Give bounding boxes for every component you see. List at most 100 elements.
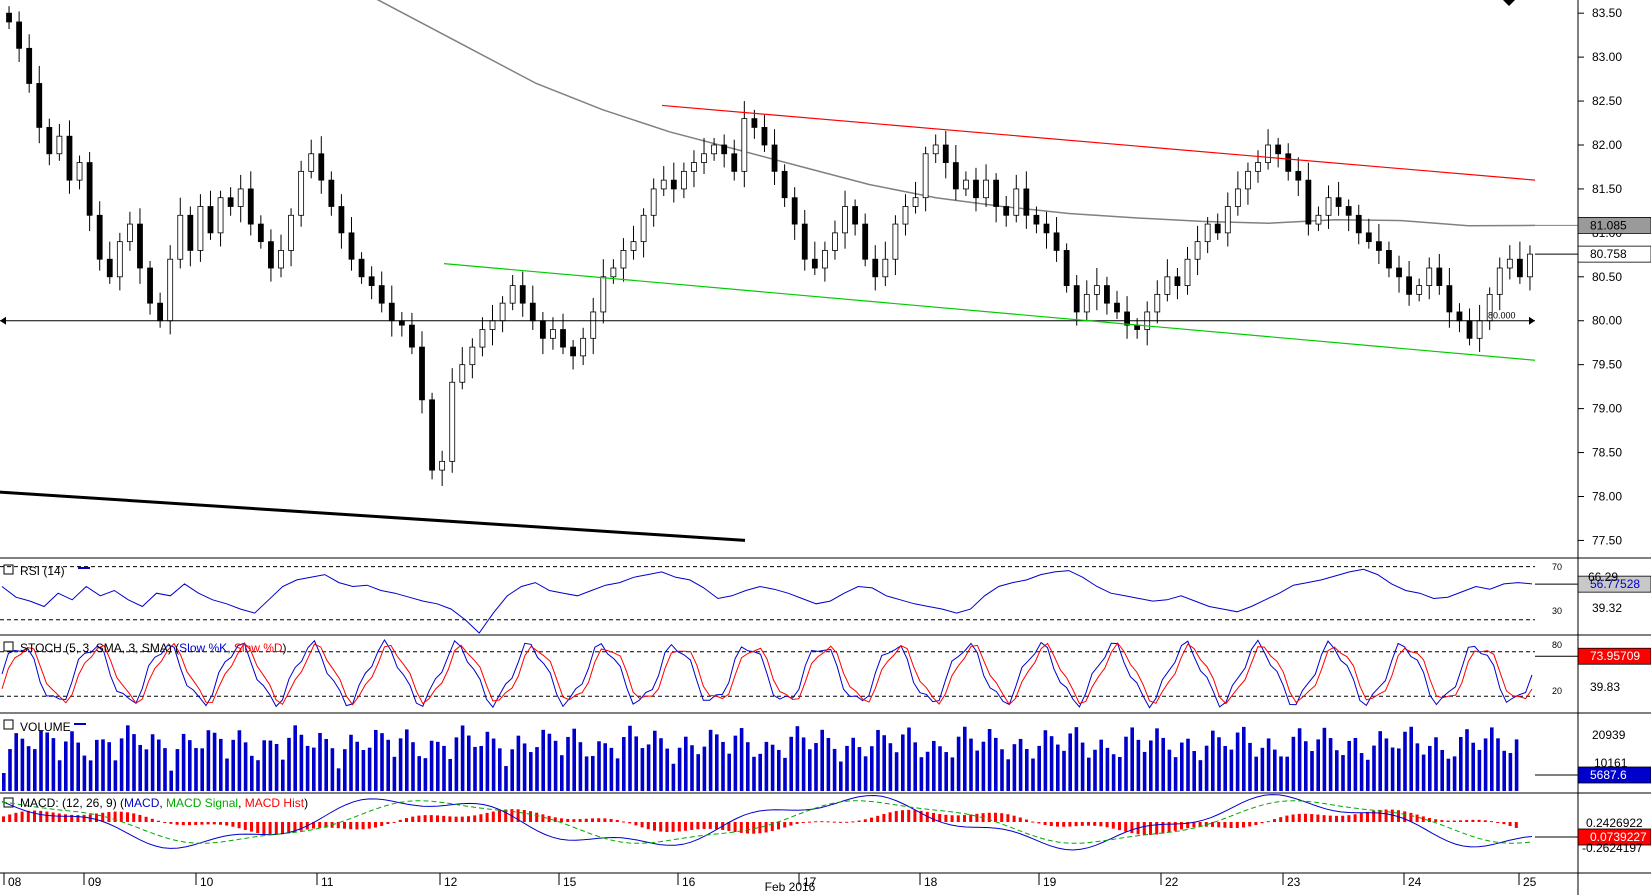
candle [1446, 285, 1453, 313]
candle [731, 153, 738, 172]
macd-hist-bar [1291, 814, 1295, 822]
candle [26, 47, 33, 84]
macd-hist-bar [845, 821, 849, 823]
macd-hist-bar [1242, 822, 1245, 828]
volume-bar [1459, 737, 1463, 791]
candle [358, 258, 365, 278]
macd-hist-bar [603, 818, 607, 822]
macd-hist-bar [1502, 822, 1506, 825]
volume-bar [746, 742, 750, 791]
macd-hist-bar [70, 814, 74, 822]
candle [993, 179, 1000, 207]
candle [1053, 232, 1060, 251]
volume-bar [783, 757, 787, 791]
macd-hist-bar [820, 821, 824, 823]
macd-hist-bar [801, 822, 805, 823]
macd-hist-bar [1490, 821, 1493, 823]
macd-hist-bar [932, 812, 935, 822]
macd-hist-bar [1335, 815, 1338, 822]
candle [308, 153, 315, 172]
candle [1114, 302, 1120, 313]
volume-bar [1012, 744, 1017, 791]
macd-hist-bar [101, 812, 105, 822]
macd-hist-bar [1341, 815, 1345, 822]
macd-hist-bar [1359, 813, 1363, 822]
macd-hist-bar [1390, 809, 1394, 822]
macd-hist-bar [1440, 820, 1444, 822]
macd-hist-bar [1223, 822, 1227, 828]
macd-hist-bar [547, 815, 551, 822]
macd-hist-bar [696, 822, 700, 830]
macd-hist-bar [1130, 822, 1134, 834]
stoch-value-tag-text: 73.95709 [1590, 649, 1640, 663]
macd-hist-bar [702, 822, 706, 829]
macd-hist-bar [1446, 820, 1450, 822]
macd-hist-bar [219, 822, 222, 825]
candle [1214, 223, 1221, 234]
volume-bar [987, 729, 992, 791]
volume-bar [1056, 744, 1060, 791]
candle [1527, 253, 1533, 278]
candle [429, 399, 435, 471]
macd-hist-bar [938, 813, 942, 822]
volume-bar [1142, 751, 1147, 791]
macd-hist-bar [665, 822, 669, 832]
volume-bar [1266, 738, 1271, 791]
volume-bar [1155, 728, 1159, 791]
volume-bar [8, 749, 12, 791]
volume-bar [200, 748, 204, 791]
candle [670, 179, 677, 190]
support-line [0, 490, 746, 542]
macd-hist-bar [33, 810, 36, 822]
volume-bar [1359, 753, 1364, 791]
price-tick-label: 78.50 [1592, 446, 1622, 460]
candle [298, 170, 305, 216]
volume-bar [1403, 731, 1407, 791]
volume-bar [1490, 727, 1494, 791]
volume-bar [1248, 742, 1252, 791]
candle [1083, 293, 1090, 313]
macd-hist-bar [622, 821, 625, 823]
macd-hist-bar [237, 822, 241, 829]
volume-bar [256, 760, 260, 791]
candle [1265, 144, 1271, 163]
volume-bar [219, 738, 223, 791]
macd-hist-bar [1459, 820, 1462, 822]
macd-hist-bar [169, 822, 173, 824]
macd-hist-bar [225, 822, 229, 826]
volume-bar [553, 740, 558, 791]
volume-bar [901, 734, 905, 791]
volume-bar [808, 749, 812, 791]
macd-hist-bar [733, 822, 737, 832]
macd-hist-bar [448, 816, 452, 822]
volume-bar [1136, 739, 1141, 791]
candle [539, 320, 546, 339]
volume-bar [1409, 726, 1413, 791]
volume-bar [646, 744, 651, 791]
x-tick-label: 15 [563, 875, 577, 889]
candle [1325, 197, 1332, 216]
macd-hist-bar [739, 822, 743, 833]
volume-bar [1421, 754, 1426, 791]
candle [1295, 170, 1302, 181]
volume-bar [1446, 758, 1451, 791]
macd-hist-bar [646, 822, 650, 830]
volume-bar [367, 747, 372, 791]
macd-hist-bar [132, 813, 136, 822]
last-price-tag: 80.758 [1577, 245, 1651, 263]
volume-bar [1093, 749, 1097, 791]
volume-bar [287, 737, 291, 791]
volume-bar [485, 731, 490, 791]
volume-bar [832, 748, 837, 791]
candle [1456, 311, 1463, 322]
volume-bar [504, 766, 508, 791]
macd-hist-bar [212, 822, 216, 825]
volume-bar [708, 729, 713, 791]
volume-panel: 5687.6 [2, 719, 1651, 791]
macd-hist-bar [1428, 817, 1431, 822]
volume-bar [956, 736, 961, 791]
macd-hist-bar [1353, 814, 1357, 822]
macd-hist-bar [274, 822, 278, 835]
volume-bar [1483, 738, 1488, 791]
candle [529, 302, 536, 322]
